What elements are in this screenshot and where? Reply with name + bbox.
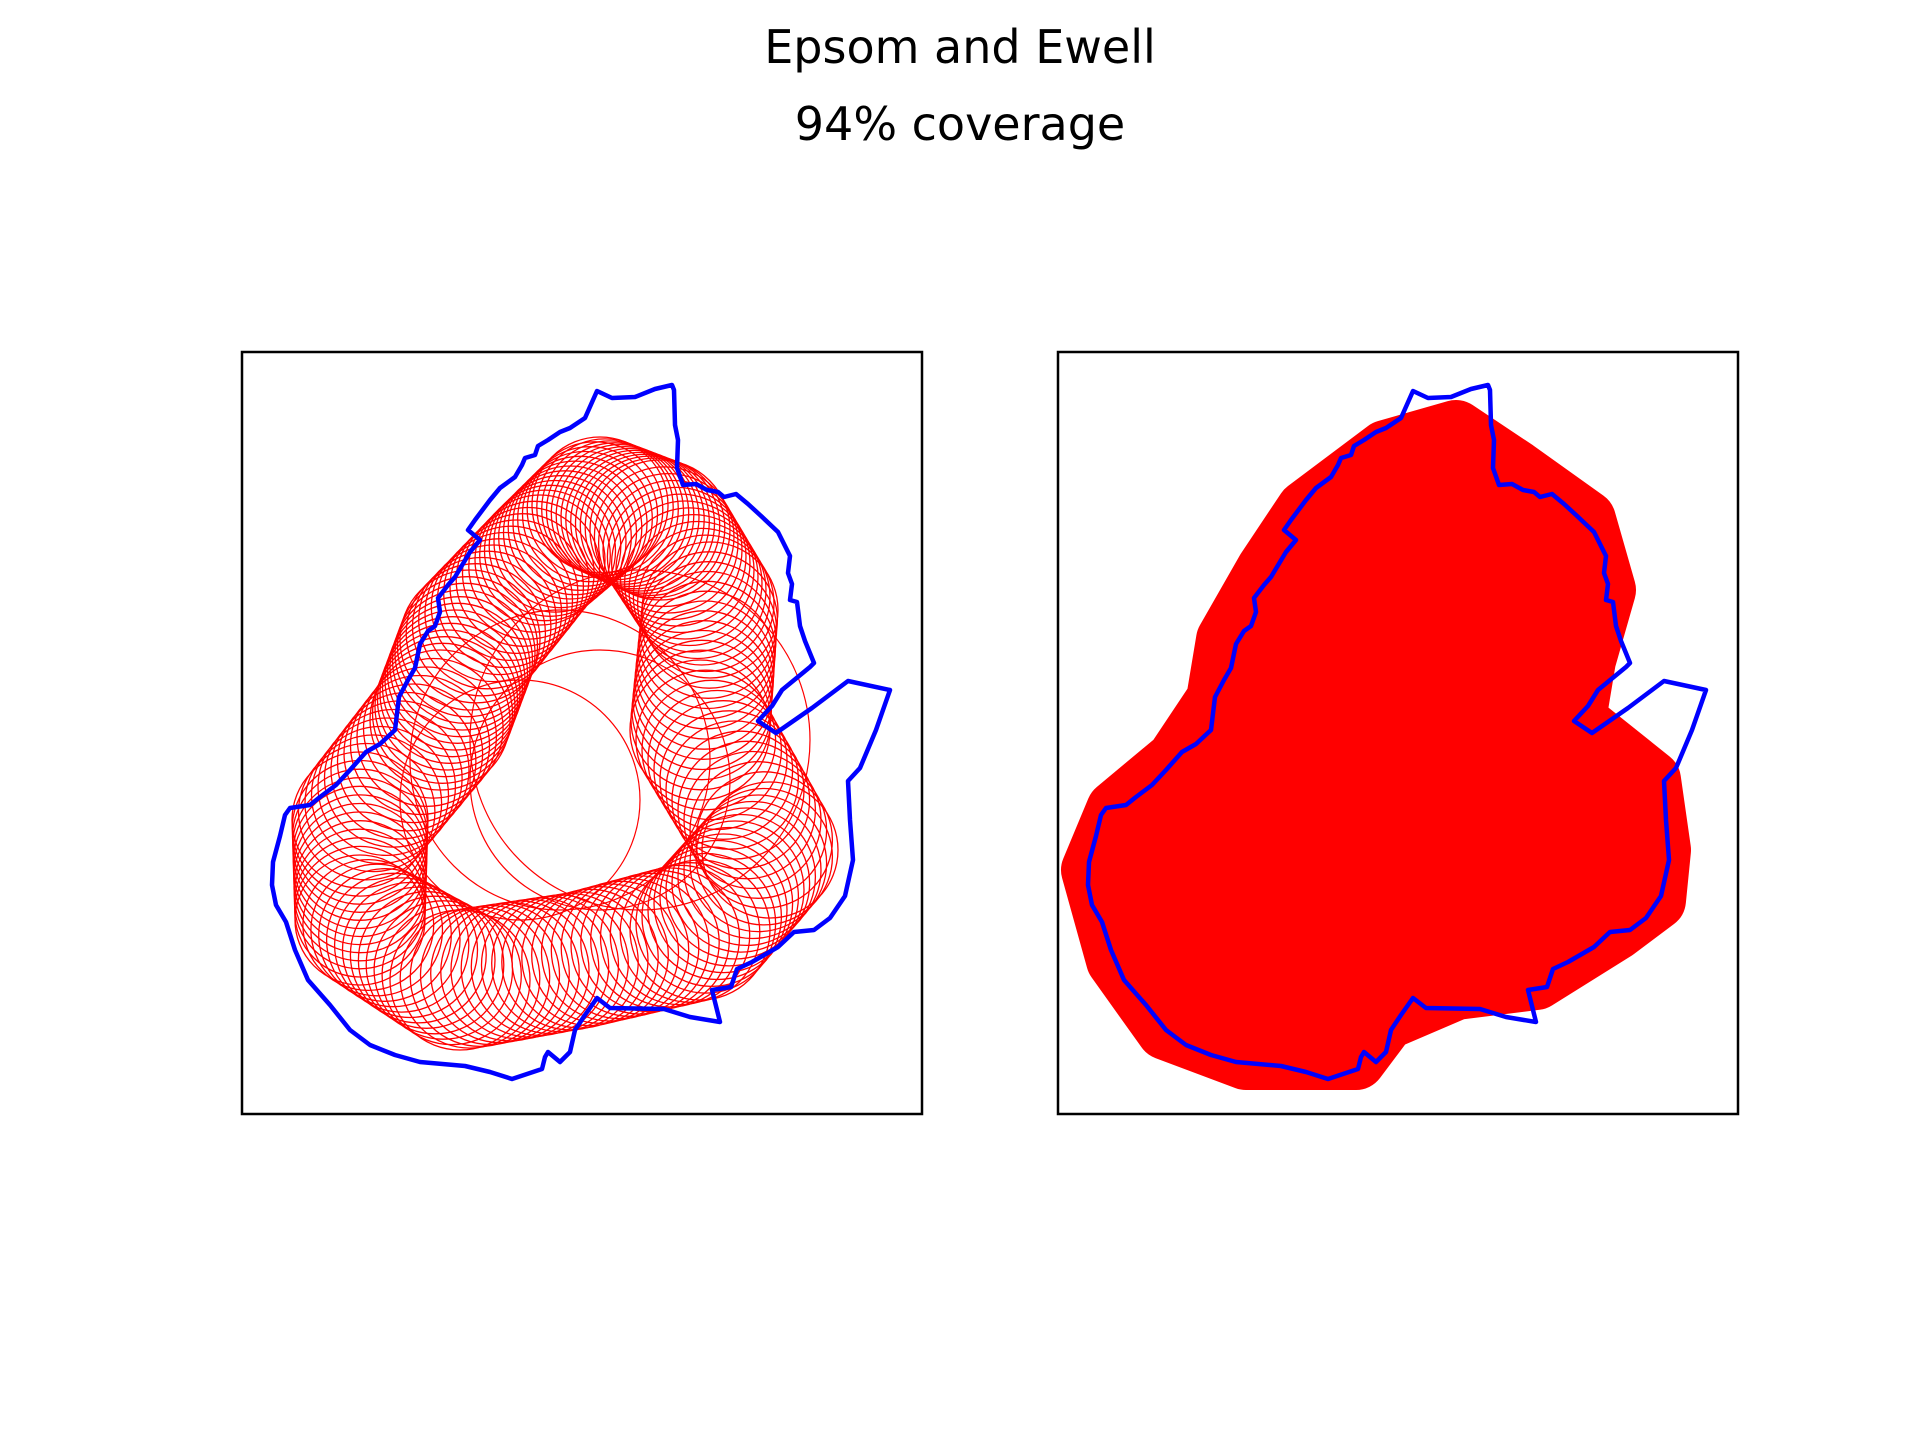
coverage-circle [580,872,720,1013]
coverage-circle [376,629,519,771]
coverage-circle [560,878,700,1017]
coverage-circle [565,449,705,590]
panel-left [240,350,924,1116]
coverage-circle [641,679,783,821]
coverage-circle [647,689,788,831]
coverage-circle [671,730,811,870]
coverage-circle [474,494,606,626]
coverage-circle [512,455,648,591]
coverage-circle [449,519,585,655]
coverage-circle [304,734,443,873]
coverage-circle [683,800,822,940]
coverage-circle [292,777,428,913]
coverage-circle [430,538,568,676]
coverage-circle [468,500,601,633]
coverage-circle [574,453,716,594]
coverage-circle [488,479,622,613]
coverage-circle [325,872,461,1008]
coverage-circle [469,569,811,911]
coverage-circle [695,771,834,909]
coverage-circle [379,622,521,764]
coverage-circle [665,820,805,960]
figure-subtitle: 94% coverage [795,97,1125,151]
coverage-circle [469,649,731,911]
coverage-circle [371,642,514,784]
coverage-circle [399,679,641,921]
coverage-circle [665,720,805,860]
coverage-circle [317,717,457,857]
coverage-circle [292,794,428,930]
figure-title: Epsom and Ewell [764,20,1156,74]
coverage-circle [632,527,771,666]
coverage-circle [294,854,426,986]
coverage-circle [291,751,429,889]
coverage-circle [545,442,685,581]
coverage-circle [550,880,690,1020]
coverage-circle [540,883,680,1022]
coverage-circle [292,802,428,938]
coverage-circle [511,891,649,1029]
coverage-circle [479,489,611,622]
coverage-circle [333,877,470,1013]
panel-left-coverage-circles [291,436,839,1051]
coverage-circle [570,451,710,592]
coverage-circle [677,807,817,947]
coverage-circle [635,669,777,811]
coverage-circle [357,891,496,1029]
coverage-circle [606,486,747,627]
coverage-circle [550,443,690,583]
coverage-circle [635,852,777,994]
coverage-circle [310,863,444,997]
coverage-circle [293,828,427,962]
coverage-circle [560,447,700,588]
coverage-circle [310,725,450,865]
coverage-circle [297,742,436,881]
coverage-circle [689,761,828,899]
coverage-circle [531,436,669,574]
coverage-circle [677,740,817,880]
coverage-circle [521,888,659,1027]
panel-right [1056,350,1740,1116]
coverage-circle [536,438,674,576]
coverage-circle [498,470,632,605]
coverage-circle [636,534,775,673]
coverage-circle [349,886,487,1024]
coverage-circle [610,493,751,634]
coverage-circle [531,886,669,1024]
coverage-circle [381,904,522,1046]
coverage-circle [411,556,552,697]
coverage-circle [653,833,794,974]
coverage-circle [555,445,695,585]
coverage-circle [365,895,505,1035]
coverage-circle [659,826,800,967]
coverage-circle [701,781,839,919]
coverage-circle [341,881,479,1019]
coverage-circle [653,700,794,840]
coverage-circle [659,710,800,850]
coverage-circle [409,609,711,911]
coverage-circle [541,440,679,579]
coverage-circle [683,750,822,890]
coverage-circle [609,864,751,1006]
coverage-circle [641,541,779,679]
coverage-circle [424,544,563,683]
coverage-circle [374,636,516,778]
coverage-circle [493,475,627,609]
coverage-circle [689,794,828,933]
coverage-circle [615,500,755,640]
coverage-circle [671,813,811,953]
